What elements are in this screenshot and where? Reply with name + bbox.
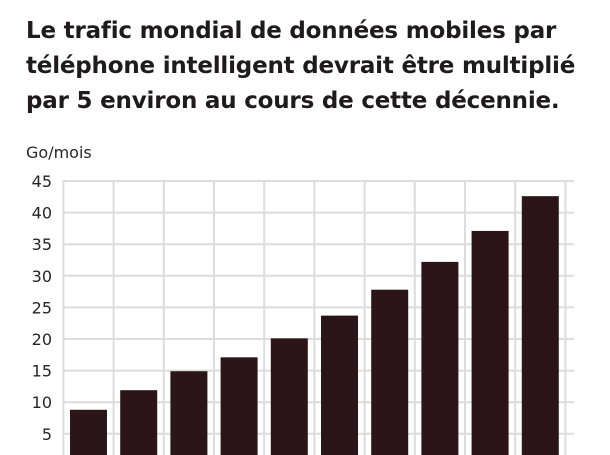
y-tick-label: 35 [32,235,52,254]
bar [70,409,107,455]
bar [471,230,509,455]
y-tick-label: 40 [32,204,52,223]
y-tick-label: 30 [32,267,52,286]
y-tick-label: 25 [32,298,52,317]
y-tick-label: 5 [42,425,52,444]
bar [421,261,459,455]
bar [321,315,358,455]
chart-title: Le trafic mondial de données mobiles par… [26,18,576,114]
bar [521,196,559,455]
bar [220,357,258,455]
y-tick-label: 10 [32,393,52,412]
y-tick-label: 20 [32,330,52,349]
y-axis-unit-label: Go/mois [26,143,92,162]
bar [371,289,409,455]
bar [170,371,208,455]
bar [270,338,308,455]
y-axis-ticks: 5 10 15 20 25 30 35 40 45 [32,172,52,444]
bars [70,196,559,455]
y-tick-label: 15 [32,362,52,381]
bar [120,390,158,455]
y-tick-label: 45 [32,172,52,191]
